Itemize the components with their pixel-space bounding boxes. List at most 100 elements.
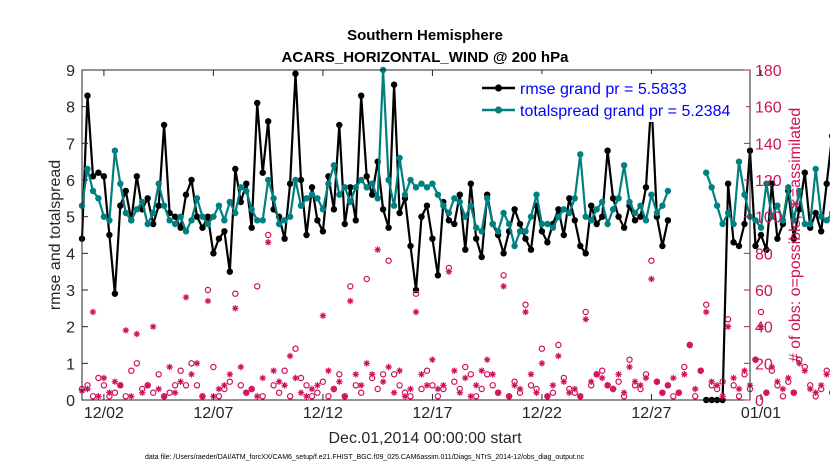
totalspread-point xyxy=(232,209,239,217)
totalspread-point xyxy=(358,176,365,184)
obs-assimilated-point xyxy=(155,385,162,393)
rmse-point xyxy=(237,198,244,206)
totalspread-point xyxy=(653,209,661,217)
totalspread-point xyxy=(790,217,797,224)
obs-assimilated-point xyxy=(604,382,611,389)
rmse-point xyxy=(89,173,97,180)
obs-assimilated-point xyxy=(182,294,190,301)
rmse-point xyxy=(571,217,578,224)
obs-assimilated-point xyxy=(95,393,102,400)
rmse-point xyxy=(664,217,672,224)
obs-assimilated-point xyxy=(303,393,310,400)
obs-assimilated-point xyxy=(292,374,299,382)
obs-possible-point xyxy=(363,275,370,283)
obs-possible-point xyxy=(478,385,485,393)
obs-assimilated-point xyxy=(768,363,776,371)
obs-assimilated-point xyxy=(418,371,425,378)
totalspread-point xyxy=(117,180,124,187)
right-y-tick-label: 60 xyxy=(755,283,773,300)
totalspread-point xyxy=(412,184,420,191)
totalspread-point xyxy=(807,220,814,228)
obs-assimilated-point xyxy=(139,389,146,396)
rmse-point xyxy=(462,246,469,253)
totalspread-point xyxy=(248,206,255,213)
totalspread-point xyxy=(133,206,140,213)
obs-assimilated-point xyxy=(823,371,830,378)
y-tick-label: 4 xyxy=(66,246,75,263)
obs-possible-point xyxy=(467,371,474,378)
rmse-point xyxy=(160,121,168,129)
rmse-point xyxy=(352,217,359,224)
obs-assimilated-point xyxy=(160,393,168,400)
y-tick-label: 6 xyxy=(66,173,75,190)
totalspread-point xyxy=(237,184,244,191)
rmse-point xyxy=(95,169,102,176)
totalspread-point xyxy=(500,209,507,217)
rmse-point xyxy=(221,228,228,235)
obs-assimilated-point xyxy=(774,378,781,385)
obs-assimilated-point xyxy=(330,385,338,393)
obs-possible-point xyxy=(303,382,310,389)
obs-assimilated-point xyxy=(379,378,387,385)
totalspread-point xyxy=(757,224,765,231)
rmse-point xyxy=(248,224,255,231)
obs-assimilated-point xyxy=(462,374,469,382)
totalspread-point xyxy=(440,202,447,209)
rmse-point xyxy=(522,235,529,242)
rmse-point xyxy=(215,235,223,242)
obs-assimilated-point xyxy=(511,382,518,389)
rmse-line xyxy=(706,144,830,402)
obs-assimilated-point xyxy=(232,305,239,312)
obs-assimilated-point xyxy=(588,378,595,385)
rmse-point xyxy=(330,206,338,213)
rmse-point xyxy=(615,213,622,220)
obs-possible-point xyxy=(226,378,233,385)
obs-possible-point xyxy=(423,367,431,374)
totalspread-point xyxy=(111,147,119,154)
totalspread-point xyxy=(226,198,233,206)
rmse-point xyxy=(588,202,595,209)
totalspread-point xyxy=(128,217,135,224)
totalspread-point xyxy=(434,191,442,198)
obs-assimilated-point xyxy=(286,352,294,360)
totalspread-point xyxy=(336,191,343,198)
totalspread-point xyxy=(396,154,403,162)
totalspread-point xyxy=(484,195,491,202)
obs-assimilated-point xyxy=(697,367,704,374)
totalspread-point xyxy=(620,162,628,169)
obs-assimilated-point xyxy=(796,360,803,367)
obs-assimilated-point xyxy=(390,389,398,396)
obs-assimilated-point xyxy=(577,393,584,400)
obs-assimilated-point xyxy=(522,308,529,316)
rmse-point xyxy=(407,242,414,250)
totalspread-point xyxy=(511,242,518,250)
totalspread-point xyxy=(150,209,157,217)
rmse-point xyxy=(308,184,316,191)
totalspread-point xyxy=(599,198,606,206)
y-axis-label: rmse and totalspread xyxy=(47,160,64,310)
obs-assimilated-point xyxy=(128,393,135,400)
obs-assimilated-point xyxy=(264,239,272,246)
right-y-tick-label: 100 xyxy=(755,210,782,227)
totalspread-point xyxy=(84,165,91,173)
rmse-point xyxy=(358,92,365,99)
obs-possible-point xyxy=(358,389,365,396)
totalspread-point xyxy=(204,220,212,228)
obs-assimilated-point xyxy=(297,389,305,396)
obs-assimilated-point xyxy=(270,367,277,374)
obs-assimilated-point xyxy=(615,371,622,378)
totalspread-point xyxy=(752,217,759,224)
x-axis-label: Dec.01,2014 00:00:00 start xyxy=(328,430,522,447)
right-y-tick-label: 80 xyxy=(755,246,773,263)
obs-assimilated-point xyxy=(719,393,726,400)
legend: rmse grand pr = 5.5833 totalspread grand… xyxy=(478,74,746,122)
obs-possible-point xyxy=(100,382,108,389)
obs-assimilated-point xyxy=(215,385,223,393)
totalspread-point xyxy=(648,191,655,198)
obs-possible-point xyxy=(599,367,606,374)
rmse-point xyxy=(144,195,151,202)
rmse-point xyxy=(363,173,370,180)
totalspread-point xyxy=(106,217,113,224)
obs-possible-point xyxy=(692,393,699,400)
series-obs xyxy=(78,239,830,400)
